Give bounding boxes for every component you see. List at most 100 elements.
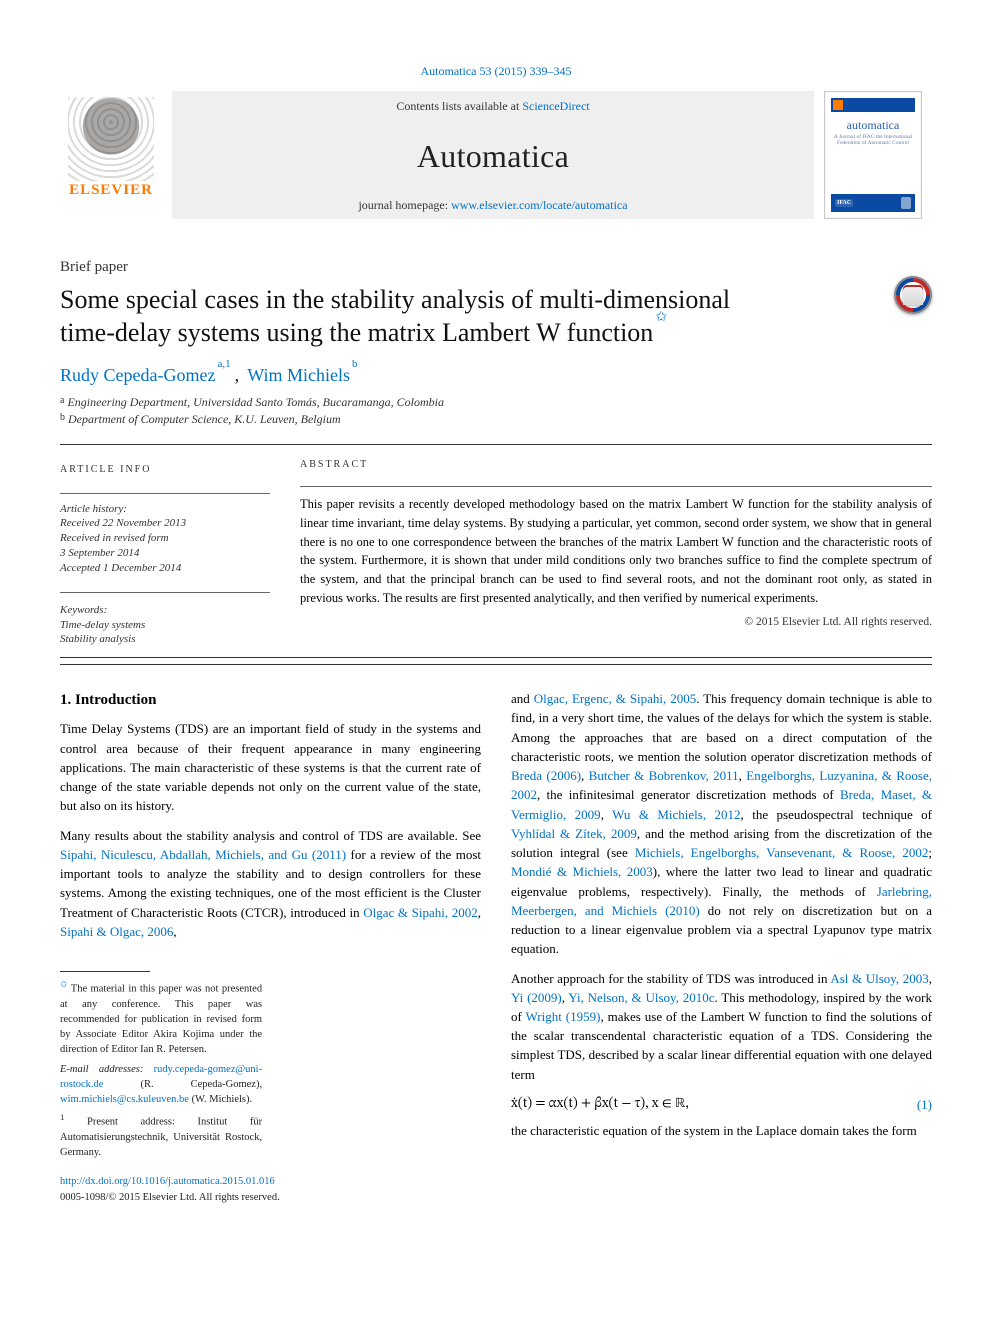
affiliation-list: aEngineering Department, Universidad San… bbox=[60, 394, 932, 428]
reference-link[interactable]: Vyhlídal & Zítek, 2009 bbox=[511, 826, 637, 841]
affiliation-sup: b bbox=[60, 412, 65, 423]
history-line: 3 September 2014 bbox=[60, 546, 270, 561]
body-columns: 1. Introduction Time Delay Systems (TDS)… bbox=[60, 689, 932, 1205]
keywords-label: Keywords: bbox=[60, 603, 270, 618]
author-affiliation-mark[interactable]: a,1 bbox=[217, 358, 230, 370]
reference-link[interactable]: Mondié & Michiels, 2003 bbox=[511, 864, 653, 879]
reference-link[interactable]: Yi (2009) bbox=[511, 990, 562, 1005]
affiliation-item: bDepartment of Computer Science, K.U. Le… bbox=[60, 411, 932, 428]
title-footnote-mark[interactable]: ✩ bbox=[655, 310, 667, 325]
history-line: Accepted 1 December 2014 bbox=[60, 561, 270, 576]
paragraph: Many results about the stability analysi… bbox=[60, 826, 481, 941]
history-line: Received 22 November 2013 bbox=[60, 516, 270, 531]
abstract: ABSTRACT This paper revisits a recently … bbox=[300, 453, 932, 647]
abstract-copyright: © 2015 Elsevier Ltd. All rights reserved… bbox=[300, 616, 932, 628]
paragraph: the characteristic equation of the syste… bbox=[511, 1121, 932, 1140]
elsevier-tree-icon bbox=[68, 97, 154, 181]
keywords: Keywords: Time-delay systems Stability a… bbox=[60, 603, 270, 648]
footnote-1: 1 Present address: Institut für Automati… bbox=[60, 1111, 262, 1160]
reference-link[interactable]: Michiels, Engelborghs, Vansevenant, & Ro… bbox=[635, 845, 929, 860]
contents-line: Contents lists available at ScienceDirec… bbox=[396, 99, 589, 114]
reference-link[interactable]: Sipahi & Olgac, 2006 bbox=[60, 924, 173, 939]
elsevier-wordmark: ELSEVIER bbox=[69, 182, 153, 201]
article-info: ARTICLE INFO Article history: Received 2… bbox=[60, 453, 270, 647]
paragraph: Time Delay Systems (TDS) are an importan… bbox=[60, 719, 481, 815]
article-title-line1: Some special cases in the stability anal… bbox=[60, 285, 730, 314]
abstract-text: This paper revisits a recently developed… bbox=[300, 495, 932, 608]
masthead: ELSEVIER Contents lists available at Sci… bbox=[60, 91, 932, 219]
doi-copyright: 0005-1098/© 2015 Elsevier Ltd. All right… bbox=[60, 1192, 280, 1203]
paragraph: Another approach for the stability of TD… bbox=[511, 969, 932, 1084]
author-affiliation-mark[interactable]: b bbox=[352, 358, 358, 370]
elsevier-logo[interactable]: ELSEVIER bbox=[60, 91, 162, 201]
masthead-center: Contents lists available at ScienceDirec… bbox=[172, 91, 814, 219]
keyword: Time-delay systems bbox=[60, 618, 270, 633]
author-link[interactable]: Wim Michiels bbox=[247, 365, 350, 385]
footnote-star: ✩ The material in this paper was not pre… bbox=[60, 978, 262, 1058]
article-title-line2: time-delay systems using the matrix Lamb… bbox=[60, 318, 653, 347]
cover-elsevier-icon bbox=[901, 197, 911, 209]
cover-top-band bbox=[831, 98, 915, 112]
reference-link[interactable]: Asl & Ulsoy, 2003 bbox=[830, 971, 928, 986]
divider bbox=[300, 486, 932, 487]
doi-link[interactable]: http://dx.doi.org/10.1016/j.automatica.2… bbox=[60, 1176, 275, 1187]
issue-reference-link[interactable]: Automatica 53 (2015) 339–345 bbox=[421, 64, 572, 78]
emails-label: E-mail addresses: bbox=[60, 1064, 143, 1075]
paragraph: and Olgac, Ergenc, & Sipahi, 2005. This … bbox=[511, 689, 932, 958]
divider bbox=[60, 664, 932, 665]
reference-link[interactable]: Wu & Michiels, 2012 bbox=[612, 807, 740, 822]
history-line: Received in revised form bbox=[60, 531, 270, 546]
footnote-emails: E-mail addresses: rudy.cepeda-gomez@uni-… bbox=[60, 1062, 262, 1108]
reference-link[interactable]: Butcher & Bobrenkov, 2011 bbox=[589, 768, 739, 783]
divider bbox=[60, 592, 270, 593]
contents-prefix: Contents lists available at bbox=[396, 99, 522, 113]
equation-number[interactable]: (1) bbox=[904, 1095, 932, 1114]
section-heading: 1. Introduction bbox=[60, 689, 481, 711]
homepage-prefix: journal homepage: bbox=[358, 198, 451, 212]
article-title: Some special cases in the stability anal… bbox=[60, 284, 932, 349]
reference-link[interactable]: Breda (2006) bbox=[511, 768, 581, 783]
issue-reference: Automatica 53 (2015) 339–345 bbox=[60, 64, 932, 79]
cover-bottom-band: IFAC bbox=[831, 194, 915, 212]
article-kicker: Brief paper bbox=[60, 259, 932, 276]
footnote-mark: 1 bbox=[60, 1112, 64, 1122]
reference-link[interactable]: Olgac, Ergenc, & Sipahi, 2005 bbox=[534, 691, 697, 706]
author-separator: , bbox=[235, 365, 240, 385]
reference-link[interactable]: Jarlebring, Meerbergen, and Michiels (20… bbox=[511, 884, 932, 918]
reference-link[interactable]: Olgac & Sipahi, 2002 bbox=[363, 905, 478, 920]
email-link[interactable]: wim.michiels@cs.kuleuven.be bbox=[60, 1094, 189, 1105]
reference-link[interactable]: Yi, Nelson, & Ulsoy, 2010c bbox=[568, 990, 714, 1005]
cover-subtitle: A Journal of IFAC the International Fede… bbox=[833, 134, 913, 147]
left-column: 1. Introduction Time Delay Systems (TDS)… bbox=[60, 689, 481, 1205]
meta-abstract-row: ARTICLE INFO Article history: Received 2… bbox=[60, 453, 932, 647]
article-history: Article history: Received 22 November 20… bbox=[60, 502, 270, 576]
email-name: (W. Michiels) bbox=[192, 1094, 250, 1105]
divider bbox=[60, 657, 932, 658]
divider bbox=[60, 444, 932, 445]
reference-link[interactable]: Sipahi, Niculescu, Abdallah, Michiels, a… bbox=[60, 847, 346, 862]
cover-title: automatica bbox=[825, 118, 921, 133]
author-list: Rudy Cepeda-Gomeza,1, Wim Michielsb bbox=[60, 365, 932, 386]
journal-homepage: journal homepage: www.elsevier.com/locat… bbox=[358, 198, 627, 213]
abstract-label: ABSTRACT bbox=[300, 459, 932, 470]
equation: ẋ(t) = αx(t) + βx(t − τ), x ∈ ℝ, (1) bbox=[511, 1094, 932, 1115]
footnote-mark: ✩ bbox=[60, 979, 68, 989]
crossmark-icon[interactable] bbox=[894, 276, 932, 314]
article-info-label: ARTICLE INFO bbox=[60, 463, 270, 477]
homepage-link[interactable]: www.elsevier.com/locate/automatica bbox=[451, 198, 627, 212]
journal-cover-thumbnail[interactable]: automatica A Journal of IFAC the Interna… bbox=[824, 91, 922, 219]
email-name: (R. Cepeda-Gomez) bbox=[140, 1079, 259, 1090]
equation-body: ẋ(t) = αx(t) + βx(t − τ), x ∈ ℝ, bbox=[511, 1094, 892, 1115]
sciencedirect-link[interactable]: ScienceDirect bbox=[522, 99, 589, 113]
affiliation-sup: a bbox=[60, 395, 64, 406]
footnote-rule bbox=[60, 971, 150, 972]
footnotes: ✩ The material in this paper was not pre… bbox=[60, 963, 262, 1160]
title-row: Some special cases in the stability anal… bbox=[60, 284, 932, 349]
divider bbox=[60, 493, 270, 494]
author-link[interactable]: Rudy Cepeda-Gomez bbox=[60, 365, 215, 385]
affiliation-text: Department of Computer Science, K.U. Leu… bbox=[68, 412, 341, 426]
cover-cell: automatica A Journal of IFAC the Interna… bbox=[824, 91, 932, 219]
reference-link[interactable]: Wright (1959) bbox=[526, 1009, 601, 1024]
journal-title: Automatica bbox=[417, 138, 569, 175]
affiliation-item: aEngineering Department, Universidad San… bbox=[60, 394, 932, 411]
